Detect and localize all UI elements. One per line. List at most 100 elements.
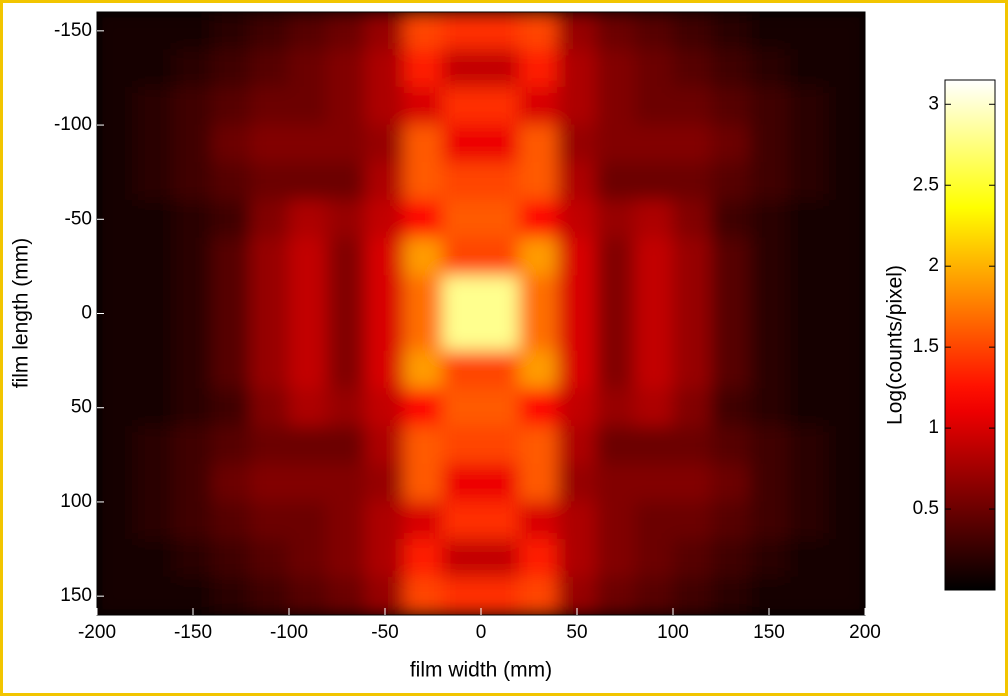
heatmap-cell xyxy=(211,86,252,126)
colorbar-tick-label: 1 xyxy=(928,417,939,438)
heatmap-cell xyxy=(480,12,520,51)
heatmap-cell xyxy=(250,501,290,541)
heatmap-cell xyxy=(557,237,597,277)
heatmap-cell xyxy=(288,539,328,578)
heatmap-cell xyxy=(211,49,252,88)
heatmap-cell xyxy=(365,162,405,201)
heatmap-cell xyxy=(442,86,482,126)
heatmap-cell xyxy=(97,237,136,277)
colorbar-tick-label: 1.5 xyxy=(913,336,939,357)
heatmap-cell xyxy=(672,313,712,352)
heatmap-cell xyxy=(442,426,482,465)
heatmap-cell xyxy=(634,237,674,277)
heatmap-cell xyxy=(211,501,252,541)
y-tick-label: -150 xyxy=(54,20,92,41)
heatmap-cell xyxy=(710,388,751,428)
heatmap-cell xyxy=(442,313,482,352)
heatmap-cell xyxy=(826,576,865,615)
heatmap-cell xyxy=(288,124,328,164)
heatmap-cell xyxy=(787,388,828,428)
heatmap-cell xyxy=(749,199,789,239)
heatmap-cell xyxy=(557,463,597,503)
heatmap-cell xyxy=(480,199,520,239)
heatmap-cell xyxy=(250,426,290,465)
heatmap-cell xyxy=(403,426,444,465)
heatmap-cell xyxy=(250,12,290,51)
heatmap-cell xyxy=(826,463,865,503)
heatmap-cell xyxy=(787,463,828,503)
heatmap-cell xyxy=(826,388,865,428)
heatmap-cell xyxy=(365,313,405,352)
heatmap-cell xyxy=(557,162,597,201)
heatmap-cell xyxy=(97,162,136,201)
heatmap-cell xyxy=(250,124,290,164)
colorbar-tick-label: 3 xyxy=(928,93,939,114)
heatmap-cell xyxy=(97,86,136,126)
heatmap-cell xyxy=(787,237,828,277)
x-tick-label: -50 xyxy=(371,622,398,643)
heatmap-cell xyxy=(518,237,559,277)
heatmap-cell xyxy=(326,539,367,578)
heatmap-cell xyxy=(557,12,597,51)
heatmap-cell xyxy=(134,49,175,88)
heatmap-cell xyxy=(442,576,482,615)
heatmap-cell xyxy=(480,124,520,164)
heatmap-cell xyxy=(288,501,328,541)
x-tick-label: -200 xyxy=(78,622,116,643)
heatmap-cell xyxy=(211,162,252,201)
heatmap-cell xyxy=(365,350,405,390)
heatmap-cell xyxy=(211,350,252,390)
heatmap-cell xyxy=(326,86,367,126)
heatmap-cell xyxy=(97,275,136,314)
heatmap-cell xyxy=(365,199,405,239)
heatmap-cell xyxy=(288,388,328,428)
heatmap-cell xyxy=(749,539,789,578)
heatmap-cell xyxy=(672,501,712,541)
heatmap-cell xyxy=(787,199,828,239)
heatmap-cell xyxy=(480,162,520,201)
heatmap-cell xyxy=(365,426,405,465)
heatmap-cell xyxy=(288,237,328,277)
heatmap-cell xyxy=(749,124,789,164)
heatmap-cell xyxy=(326,237,367,277)
heatmap-cell xyxy=(672,576,712,615)
heatmap-cell xyxy=(672,388,712,428)
heatmap-cell xyxy=(710,86,751,126)
heatmap-cell xyxy=(787,539,828,578)
x-tick-label: -100 xyxy=(270,622,308,643)
heatmap-cell xyxy=(826,539,865,578)
x-tick-label: 200 xyxy=(849,622,881,643)
colorbar-label: Log(counts/pixel) xyxy=(884,265,907,425)
heatmap-cell xyxy=(518,501,559,541)
heatmap-cell xyxy=(250,275,290,314)
heatmap-cell xyxy=(97,426,136,465)
heatmap-cell xyxy=(480,86,520,126)
heatmap-cell xyxy=(518,124,559,164)
heatmap-cell xyxy=(250,237,290,277)
heatmap-cell xyxy=(480,501,520,541)
heatmap-cell xyxy=(403,86,444,126)
heatmap-cell xyxy=(97,501,136,541)
heatmap-cell xyxy=(173,463,213,503)
heatmap-cell xyxy=(326,350,367,390)
heatmap-cell xyxy=(211,237,252,277)
heatmap-cell xyxy=(557,199,597,239)
y-tick-label: 150 xyxy=(60,585,92,606)
heatmap-cell xyxy=(211,313,252,352)
heatmap-cell xyxy=(749,501,789,541)
y-tick-label: 0 xyxy=(81,303,92,324)
heatmap-cell xyxy=(403,501,444,541)
heatmap-cell xyxy=(442,501,482,541)
heatmap-cell xyxy=(595,49,636,88)
heatmap-cell xyxy=(173,426,213,465)
heatmap-cell xyxy=(787,275,828,314)
heatmap-cell xyxy=(365,501,405,541)
heatmap-cell xyxy=(134,501,175,541)
heatmap-cell xyxy=(710,49,751,88)
heatmap-cell xyxy=(595,501,636,541)
heatmap-cell xyxy=(826,426,865,465)
x-axis-label: film width (mm) xyxy=(410,659,552,682)
heatmap-cell xyxy=(749,162,789,201)
heatmap-cell xyxy=(365,12,405,51)
x-tick-label: 100 xyxy=(657,622,689,643)
